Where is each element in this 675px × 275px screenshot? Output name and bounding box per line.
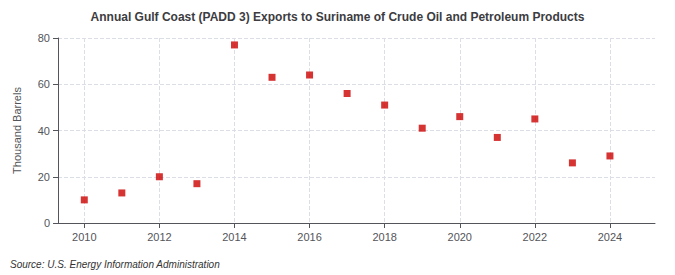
svg-text:40: 40 <box>38 125 50 137</box>
svg-text:2016: 2016 <box>297 231 321 243</box>
svg-text:2012: 2012 <box>147 231 171 243</box>
svg-text:2014: 2014 <box>222 231 246 243</box>
svg-text:2018: 2018 <box>372 231 396 243</box>
svg-text:0: 0 <box>44 217 50 229</box>
svg-text:Annual Gulf Coast (PADD 3) Exp: Annual Gulf Coast (PADD 3) Exports to Su… <box>91 10 585 24</box>
svg-text:60: 60 <box>38 78 50 90</box>
svg-text:20: 20 <box>38 171 50 183</box>
svg-text:2024: 2024 <box>598 231 622 243</box>
svg-text:2010: 2010 <box>72 231 96 243</box>
svg-text:80: 80 <box>38 32 50 44</box>
svg-text:Thousand Barrels: Thousand Barrels <box>11 87 23 174</box>
svg-text:Source: U.S. Energy Informatio: Source: U.S. Energy Information Administ… <box>10 259 220 270</box>
svg-text:2022: 2022 <box>523 231 547 243</box>
svg-text:2020: 2020 <box>448 231 472 243</box>
